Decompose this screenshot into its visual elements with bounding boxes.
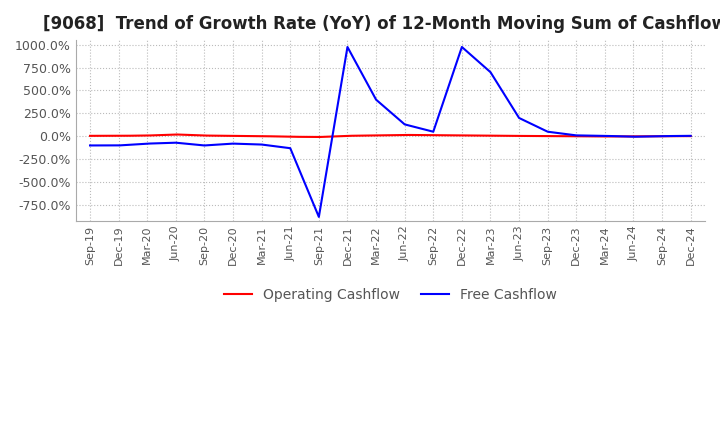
Free Cashflow [315,214,323,220]
Free Cashflow [451,66,459,71]
Line: Operating Cashflow: Operating Cashflow [90,135,690,137]
Operating Cashflow [536,133,545,139]
Operating Cashflow [451,133,459,138]
Operating Cashflow [539,133,548,139]
Operating Cashflow [171,132,180,137]
Free Cashflow [686,133,695,139]
Operating Cashflow [315,134,323,139]
Free Cashflow [536,126,545,131]
Free Cashflow [86,143,94,148]
Operating Cashflow [576,134,585,139]
Operating Cashflow [569,134,577,139]
Free Cashflow [576,133,585,138]
Operating Cashflow [686,133,695,139]
Free Cashflow [273,144,282,149]
Operating Cashflow [274,134,283,139]
Free Cashflow [343,44,352,50]
Free Cashflow [569,132,577,138]
Free Cashflow [539,127,548,132]
Legend: Operating Cashflow, Free Cashflow: Operating Cashflow, Free Cashflow [219,282,562,308]
Title: [9068]  Trend of Growth Rate (YoY) of 12-Month Moving Sum of Cashflows: [9068] Trend of Growth Rate (YoY) of 12-… [43,15,720,33]
Operating Cashflow [86,133,94,139]
Line: Free Cashflow: Free Cashflow [90,47,690,217]
